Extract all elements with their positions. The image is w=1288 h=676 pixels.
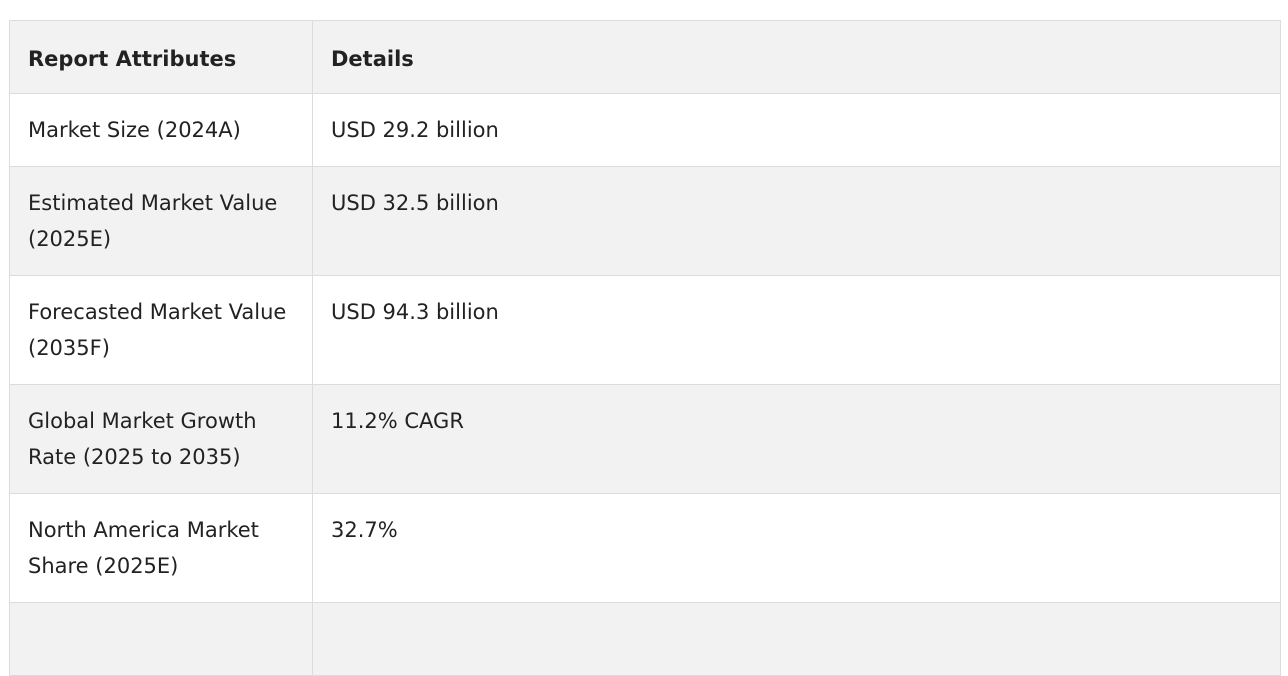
attribute-cell: Estimated Market Value (2025E) <box>9 166 313 276</box>
report-attributes-table: Report Attributes Details Market Size (2… <box>9 20 1281 676</box>
detail-cell-empty <box>312 602 1281 676</box>
attribute-cell: North America Market Share (2025E) <box>9 493 313 603</box>
table-row: Forecasted Market Value (2035F) USD 94.3… <box>9 275 1281 385</box>
attribute-cell: Global Market Growth Rate (2025 to 2035) <box>9 384 313 494</box>
table-row: Estimated Market Value (2025E) USD 32.5 … <box>9 166 1281 276</box>
detail-cell: USD 94.3 billion <box>312 275 1281 385</box>
table-row: North America Market Share (2025E) 32.7% <box>9 493 1281 603</box>
detail-cell: 32.7% <box>312 493 1281 603</box>
attribute-cell: Market Size (2024A) <box>9 93 313 167</box>
attribute-cell-empty <box>9 602 313 676</box>
table-header: Report Attributes Details <box>9 20 1281 94</box>
detail-cell: USD 29.2 billion <box>312 93 1281 167</box>
table-header-row: Report Attributes Details <box>9 20 1281 94</box>
header-details: Details <box>312 20 1281 94</box>
table-row: Global Market Growth Rate (2025 to 2035)… <box>9 384 1281 494</box>
table-body: Market Size (2024A) USD 29.2 billion Est… <box>9 93 1281 676</box>
attribute-cell: Forecasted Market Value (2035F) <box>9 275 313 385</box>
header-report-attributes: Report Attributes <box>9 20 313 94</box>
detail-cell: 11.2% CAGR <box>312 384 1281 494</box>
table-row: Market Size (2024A) USD 29.2 billion <box>9 93 1281 167</box>
detail-cell: USD 32.5 billion <box>312 166 1281 276</box>
table-row-partial <box>9 602 1281 676</box>
